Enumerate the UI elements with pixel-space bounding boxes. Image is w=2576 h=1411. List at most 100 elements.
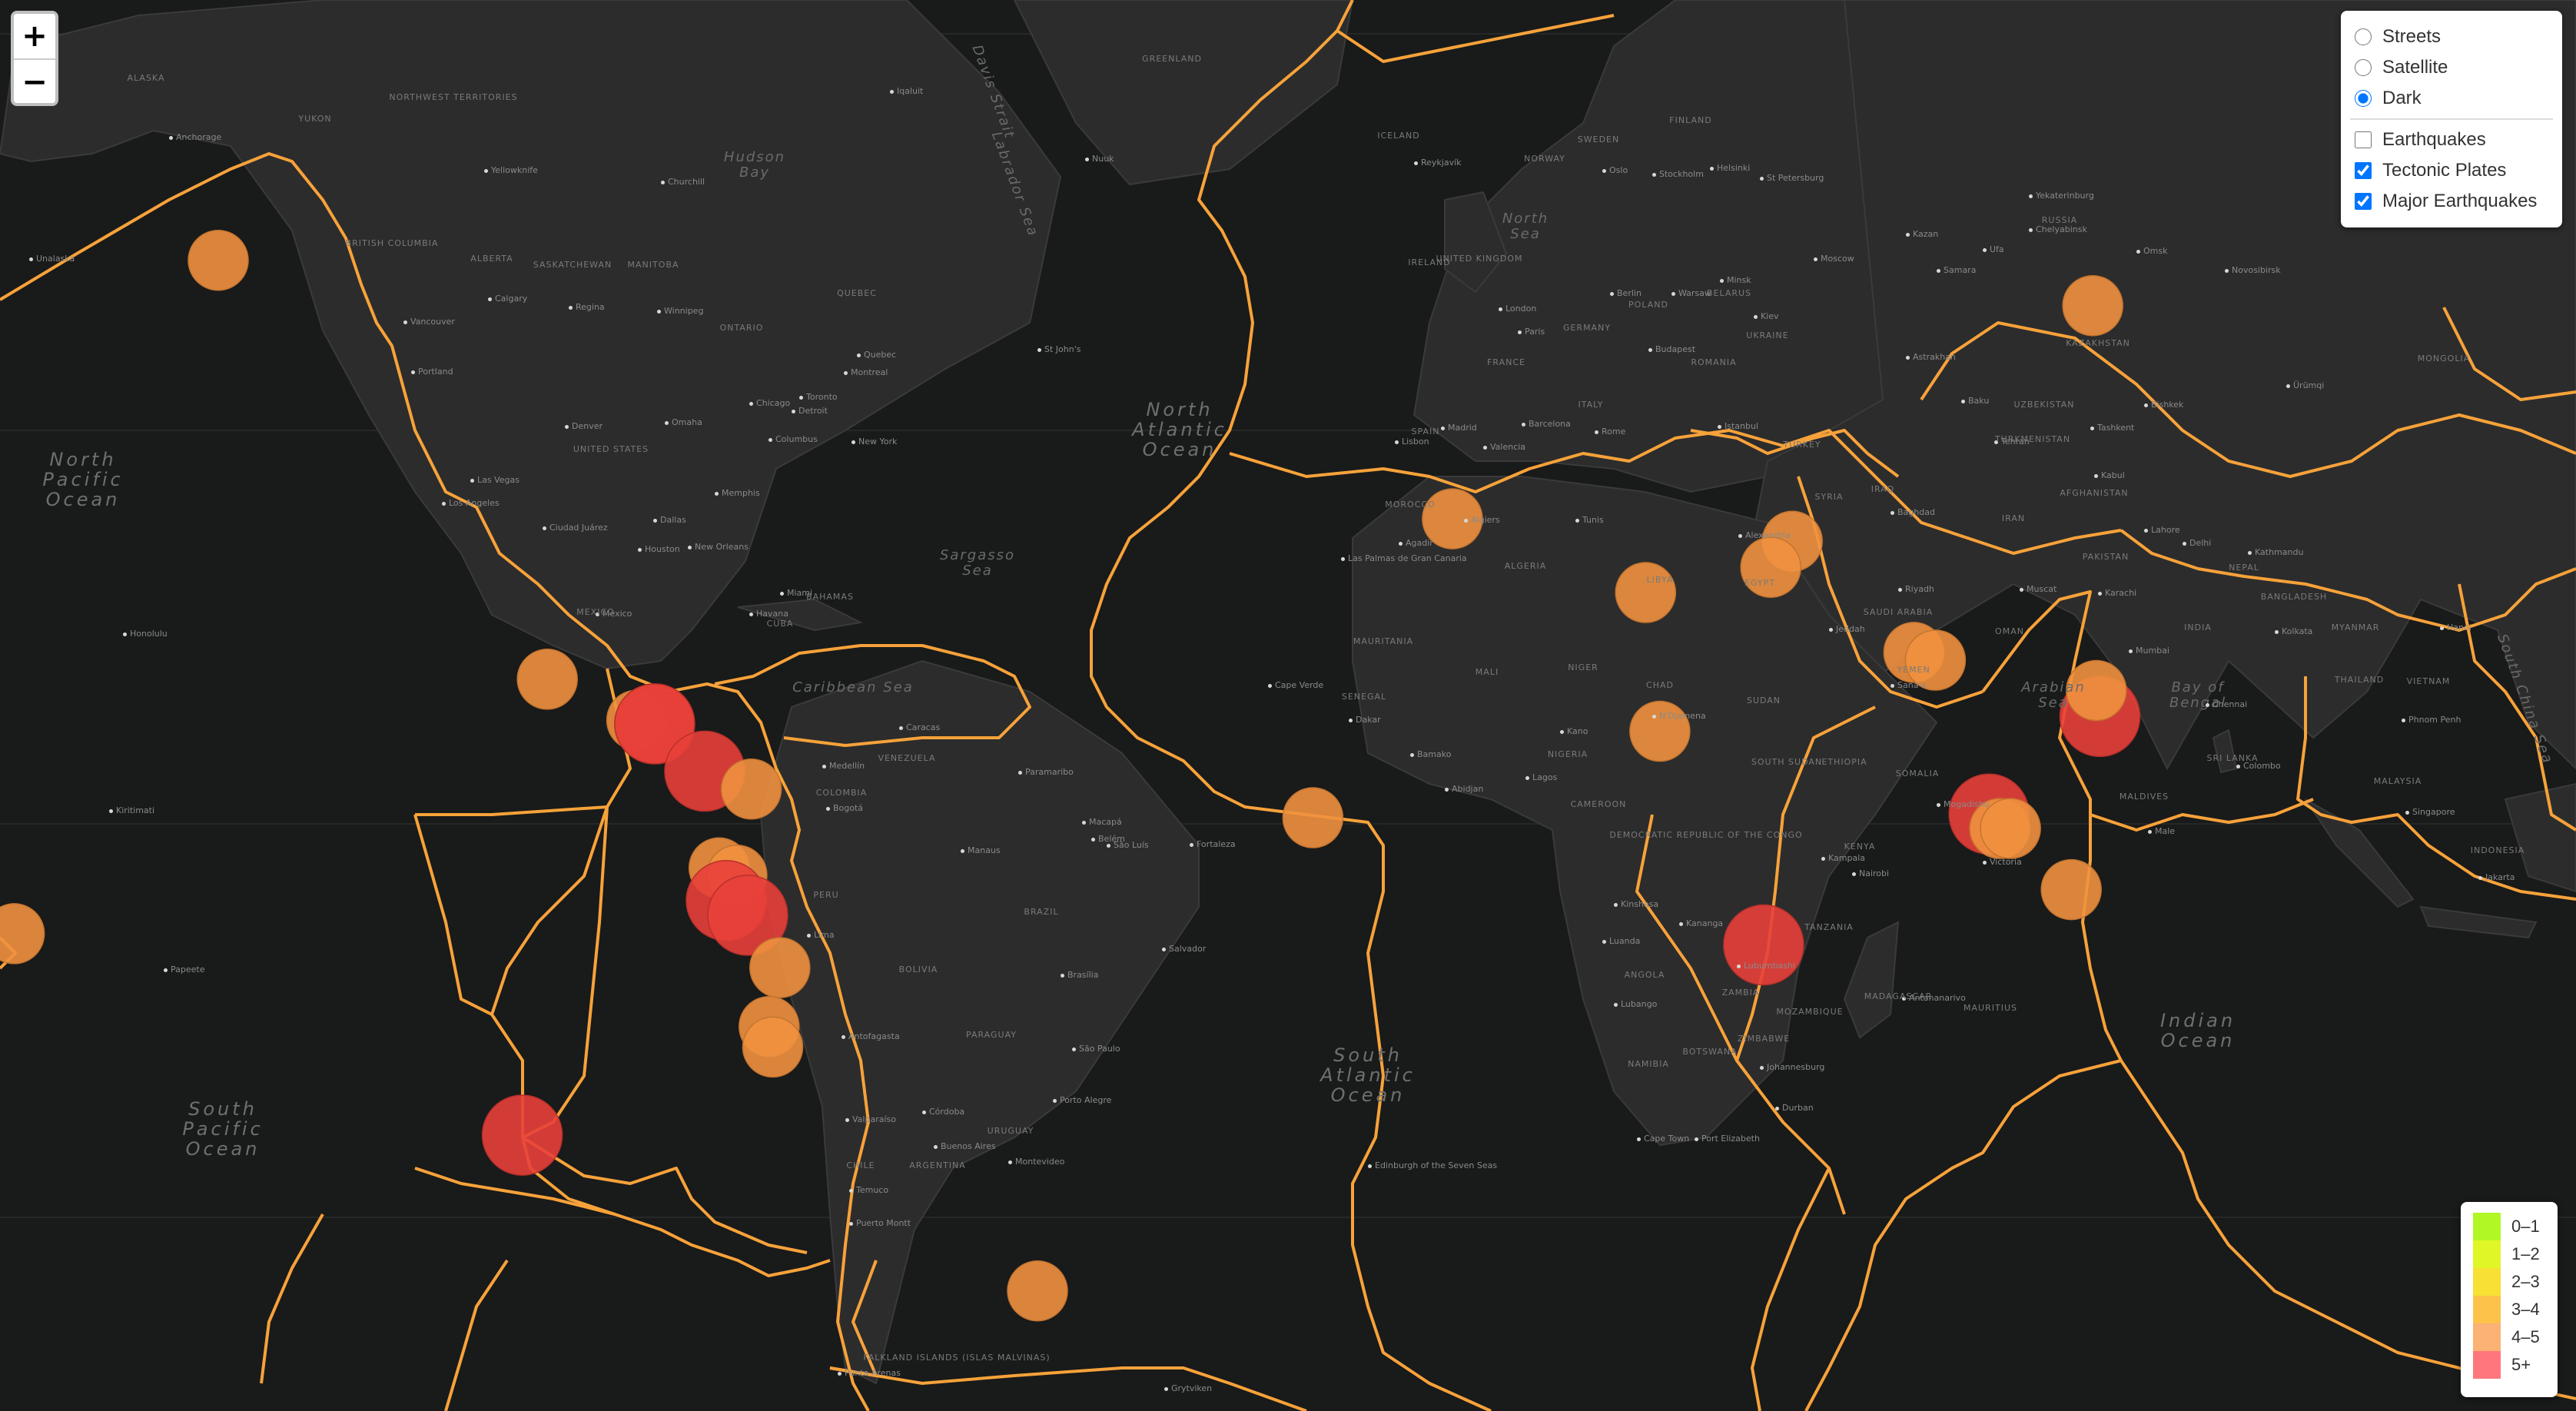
satellite-radio[interactable] <box>2355 59 2372 76</box>
land-java <box>2419 905 2538 939</box>
legend-row: 0–1 <box>2473 1213 2545 1240</box>
earthquake-marker[interactable] <box>0 903 45 964</box>
city-label: Victoria <box>1983 857 2022 867</box>
dark-label: Dark <box>2382 88 2422 108</box>
region-label: Mongolia <box>2417 354 2471 364</box>
region-label: Pakistan <box>2082 552 2130 562</box>
earthquake-marker[interactable] <box>614 683 695 765</box>
dark-radio[interactable] <box>2355 90 2372 107</box>
city-label: Muscat <box>2020 584 2056 594</box>
earthquake-marker[interactable] <box>749 937 811 998</box>
region-label: United States <box>573 444 649 454</box>
city-label: Memphis <box>715 488 760 498</box>
earthquake-marker[interactable] <box>1723 904 1804 986</box>
city-label: Hanoi <box>2440 622 2471 632</box>
legend-row: 3–4 <box>2473 1296 2545 1323</box>
earthquake-marker[interactable] <box>2062 274 2123 337</box>
region-label: ALBERTA <box>470 254 513 264</box>
city-label: Portland <box>411 367 453 377</box>
region-label: Mali <box>1475 667 1499 677</box>
city-label: Buenos Aires <box>934 1141 996 1151</box>
legend-swatch <box>2473 1240 2501 1268</box>
earthquake-marker[interactable] <box>516 649 578 710</box>
earthquakes-checkbox[interactable] <box>2355 131 2372 148</box>
earthquake-marker[interactable] <box>1615 562 1677 623</box>
region-label: QUEBEC <box>837 288 877 298</box>
plate-boundary-eurasian-north <box>1920 321 2576 478</box>
region-label: Chile <box>846 1160 875 1170</box>
base-layer-streets[interactable]: Streets <box>2355 22 2548 52</box>
city-label: Miami <box>780 588 812 598</box>
city-label: Rome <box>1595 427 1625 437</box>
region-label: Uzbekistan <box>2013 400 2075 410</box>
region-label: Senegal <box>1341 692 1387 702</box>
base-layers: Streets Satellite Dark <box>2355 22 2548 114</box>
city-label: Bishkek <box>2144 400 2183 410</box>
plate-boundary-indo-australian <box>2090 798 2314 832</box>
city-label: Riyadh <box>1898 584 1934 594</box>
region-label: Mexico <box>576 607 615 617</box>
city-label: Montevideo <box>1008 1157 1064 1167</box>
earthquake-marker[interactable] <box>1282 787 1344 848</box>
city-label: Porto Alegre <box>1053 1095 1111 1105</box>
legend-label: 0–1 <box>2511 1217 2540 1236</box>
region-label: Angola <box>1624 970 1665 980</box>
city-label: Minsk <box>1720 275 1751 285</box>
earthquake-marker[interactable] <box>481 1094 563 1176</box>
region-label: Thailand <box>2334 675 2385 685</box>
region-label: Uruguay <box>987 1126 1034 1136</box>
city-label: Tashkent <box>2090 423 2134 433</box>
city-label: Mogadishu <box>1937 799 1990 809</box>
zoom-in-button[interactable]: + <box>14 14 55 58</box>
earthquake-marker[interactable] <box>2066 659 2127 722</box>
ocean-label: Indian Ocean <box>2159 1010 2236 1051</box>
city-label: Vancouver <box>403 317 455 327</box>
earthquake-marker[interactable] <box>720 758 782 820</box>
region-label: Norway <box>1524 154 1565 164</box>
region-label: Vietnam <box>2406 676 2451 686</box>
city-label: Tehran <box>1994 437 2030 447</box>
earthquake-marker[interactable] <box>2040 858 2102 921</box>
overlay-tectonic-plates[interactable]: Tectonic Plates <box>2355 155 2548 186</box>
city-label: Jeddah <box>1829 624 1865 634</box>
city-label: Novosibirsk <box>2225 265 2281 275</box>
earthquake-marker[interactable] <box>1980 798 2041 859</box>
major-earthquakes-checkbox[interactable] <box>2355 193 2372 210</box>
earthquake-marker[interactable] <box>707 875 788 956</box>
earthquake-marker[interactable] <box>188 229 249 291</box>
city-label: Chicago <box>749 398 790 408</box>
region-label: Zimbabwe <box>1737 1034 1791 1044</box>
city-label: Anchorage <box>169 132 221 142</box>
city-label: Medellín <box>822 761 865 771</box>
city-label: Agadir <box>1399 538 1433 548</box>
earthquake-marker[interactable] <box>1007 1260 1068 1322</box>
city-label: Kiritimati <box>109 805 154 815</box>
city-label: Salvador <box>1162 944 1206 954</box>
region-label: Sri Lanka <box>2206 753 2259 763</box>
city-label: Budapest <box>1648 344 1695 354</box>
overlay-major-earthquakes[interactable]: Major Earthquakes <box>2355 186 2548 217</box>
base-layer-satellite[interactable]: Satellite <box>2355 52 2548 83</box>
earthquake-marker[interactable] <box>1740 536 1801 598</box>
plate-boundary-philippine <box>2458 583 2576 832</box>
zoom-out-button[interactable]: − <box>14 58 55 103</box>
plate-boundary-pacific-far-south <box>444 1259 509 1411</box>
plate-boundary-carlsberg <box>1981 590 2576 1400</box>
city-label: Las Palmas de Gran Canaria <box>1341 553 1467 563</box>
base-layer-dark[interactable]: Dark <box>2355 83 2548 114</box>
city-label: Oslo <box>1602 165 1628 175</box>
streets-radio[interactable] <box>2355 28 2372 45</box>
region-label: Niger <box>1568 662 1598 672</box>
earthquake-marker[interactable] <box>742 1016 804 1078</box>
tectonic-plates-checkbox[interactable] <box>2355 162 2372 179</box>
plate-boundary-southwest-indian <box>1804 1059 2122 1411</box>
earthquake-marker[interactable] <box>1904 629 1967 691</box>
city-label: Iqaluit <box>890 86 923 96</box>
legend-swatch <box>2473 1268 2501 1296</box>
region-label: Russia <box>2041 215 2078 225</box>
legend-swatch <box>2473 1296 2501 1323</box>
region-label: Libya <box>1646 575 1674 585</box>
overlay-earthquakes[interactable]: Earthquakes <box>2355 124 2548 155</box>
city-label: Cape Town <box>1637 1134 1689 1144</box>
